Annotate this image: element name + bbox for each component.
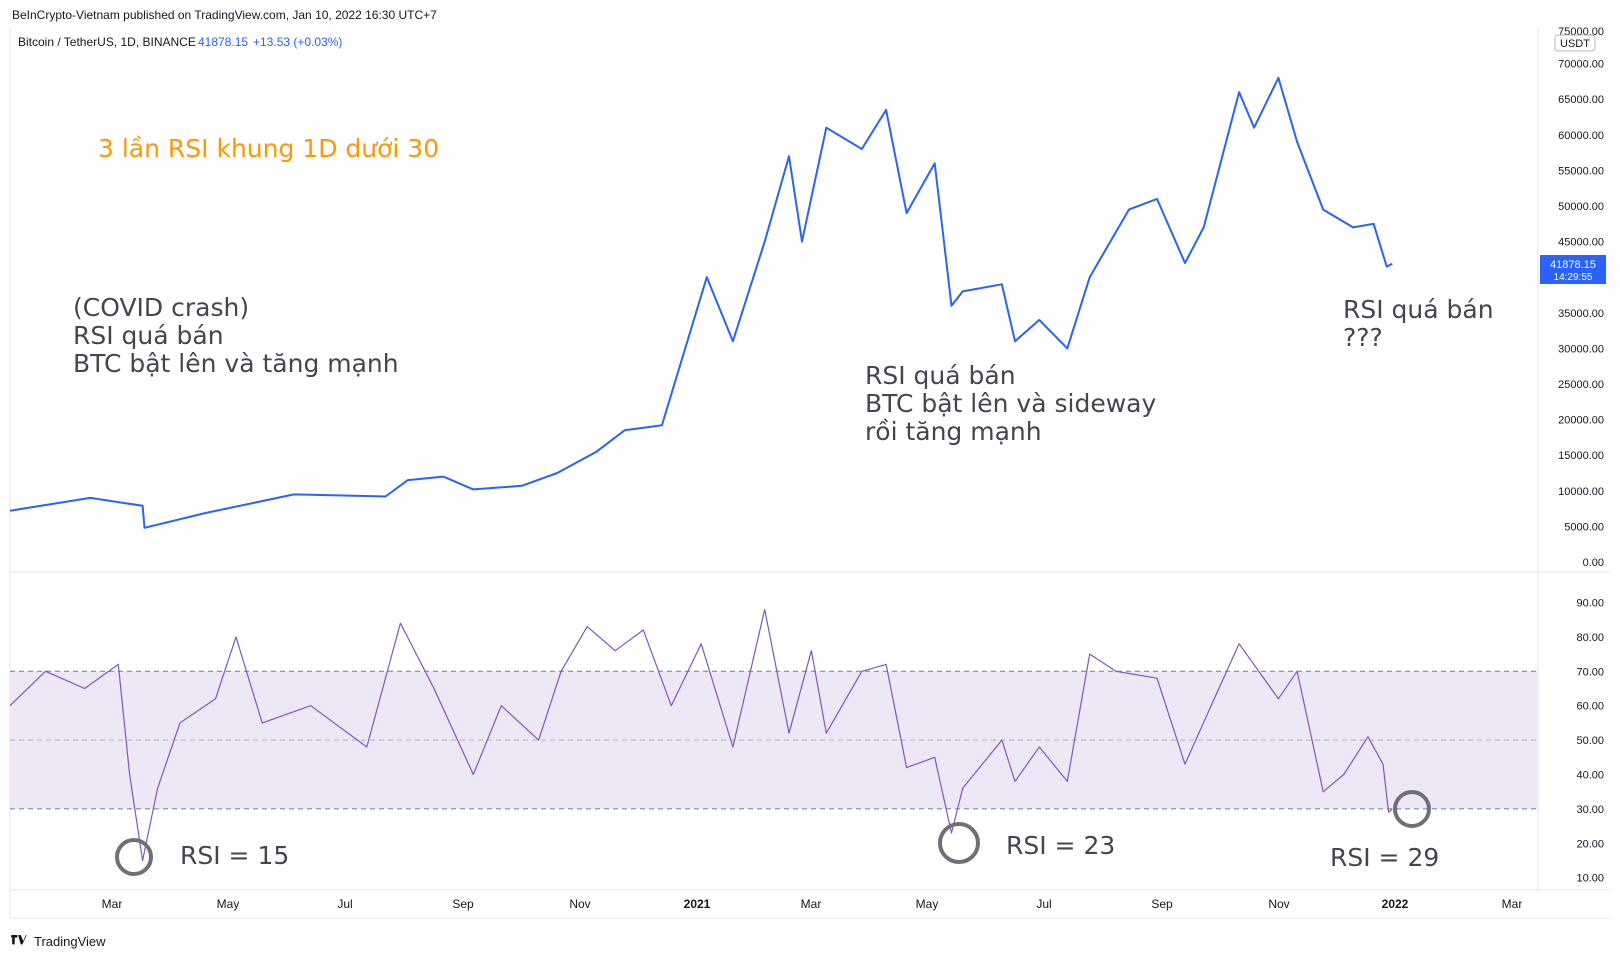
currency-badge[interactable]: USDT xyxy=(1560,38,1590,50)
time-tick-label: Mar xyxy=(1502,897,1523,911)
footer-brand: TradingView xyxy=(10,930,106,952)
legend-last-value: 41878.15 xyxy=(198,35,248,49)
last-price-label: 41878.15 xyxy=(1550,259,1596,271)
time-tick-label: Sep xyxy=(452,897,474,911)
price-tick-label: 50000.00 xyxy=(1558,201,1604,213)
rsi-circle-1 xyxy=(115,838,153,876)
chart-title-annotation: 3 lần RSI khung 1D dưới 30 xyxy=(98,134,439,163)
price-tick-label: 15000.00 xyxy=(1558,450,1604,462)
rsi-circle-2 xyxy=(938,822,980,864)
time-tick-label: 2022 xyxy=(1382,897,1409,911)
last-price-tag xyxy=(1540,255,1606,284)
time-tick-label: May xyxy=(217,897,240,911)
rsi-tick-label: 60.00 xyxy=(1576,701,1604,713)
countdown-label: 14:29:55 xyxy=(1554,272,1593,283)
price-tick-label: 60000.00 xyxy=(1558,130,1604,142)
price-axis-ticks: 0.00 5000.00 10000.00 15000.00 20000.00 25000… xyxy=(1558,59,1604,569)
tradingview-logo-icon xyxy=(11,935,27,945)
rsi-circle-3 xyxy=(1393,790,1431,828)
time-tick-label: 2021 xyxy=(684,897,711,911)
time-tick-label: Jul xyxy=(1036,897,1051,911)
time-tick-label: Mar xyxy=(801,897,822,911)
price-tick-label: 45000.00 xyxy=(1558,237,1604,249)
rsi-label-2: RSI = 23 xyxy=(1006,831,1115,860)
price-tick-label: 0.00 xyxy=(1583,557,1604,569)
price-series-line xyxy=(9,76,1393,529)
price-tick-label: 70000.00 xyxy=(1558,59,1604,71)
price-tick-label: 55000.00 xyxy=(1558,165,1604,177)
time-tick-label: Nov xyxy=(569,897,590,911)
price-tick-label: 20000.00 xyxy=(1558,415,1604,427)
rsi-tick-label: 20.00 xyxy=(1576,838,1604,850)
rsi-tick-label: 40.00 xyxy=(1576,769,1604,781)
annotation-now: RSI quá bán ??? xyxy=(1343,295,1502,352)
price-tick-label: 5000.00 xyxy=(1564,521,1604,533)
symbol-name: Bitcoin / TetherUS, 1D, BINANCE xyxy=(18,35,196,49)
currency-badge-box[interactable] xyxy=(1554,34,1596,52)
price-tick-label: 25000.00 xyxy=(1558,379,1604,391)
rsi-tick-label: 80.00 xyxy=(1576,632,1604,644)
time-tick-label: Nov xyxy=(1268,897,1289,911)
rsi-label-3: RSI = 29 xyxy=(1330,843,1439,872)
legend-change: +13.53 (+0.03%) xyxy=(253,35,342,49)
time-axis-ticks: Mar May Jul Sep Nov 2021 Mar May Jul Sep Nov 2022 Ma… xyxy=(102,897,1523,911)
rsi-tick-label: 70.00 xyxy=(1576,666,1604,678)
rsi-series-line xyxy=(9,608,1393,862)
footer-brand-text: TradingView xyxy=(34,933,106,949)
time-tick-label: Jul xyxy=(337,897,352,911)
rsi-tick-label: 10.00 xyxy=(1576,873,1604,885)
rsi-tick-label: 50.00 xyxy=(1576,735,1604,747)
annotation-may: RSI quá bán BTC bật lên và sideway rồi t… xyxy=(865,361,1164,446)
price-tick-label: 35000.00 xyxy=(1558,308,1604,320)
rsi-tick-label: 30.00 xyxy=(1576,804,1604,816)
time-tick-label: Mar xyxy=(102,897,123,911)
price-tick-label: 65000.00 xyxy=(1558,94,1604,106)
rsi-tick-label: 90.00 xyxy=(1576,598,1604,610)
price-tick-label: 30000.00 xyxy=(1558,343,1604,355)
rsi-axis-ticks: 10.00 20.00 30.00 40.00 50.00 60.00 70.00 80.00… xyxy=(1576,598,1604,885)
time-tick-label: May xyxy=(916,897,939,911)
publish-info: BeInCrypto-Vietnam published on TradingV… xyxy=(12,8,437,22)
annotation-covid: (COVID crash) RSI quá bán BTC bật lên và… xyxy=(73,293,399,378)
publish-header: BeInCrypto-Vietnam published on TradingV… xyxy=(0,0,1620,26)
time-tick-label: Sep xyxy=(1151,897,1173,911)
price-tick-label: 10000.00 xyxy=(1558,486,1604,498)
rsi-label-1: RSI = 15 xyxy=(180,841,289,870)
